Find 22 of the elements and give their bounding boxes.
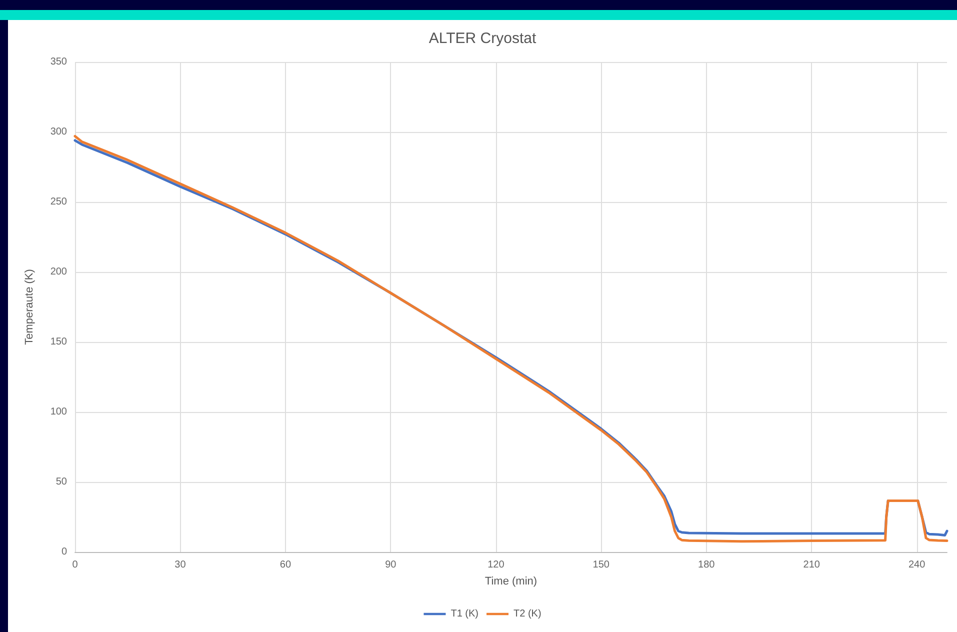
x-axis-title: Time (min) [484,576,538,588]
y-tick-label: 250 [50,196,68,208]
y-tick-label: 100 [50,406,68,418]
y-axis-title: Temperaute (K) [24,269,36,345]
y-tick-label: 200 [50,266,68,278]
y-tick-label: 350 [50,56,68,68]
y-tick-label: 0 [61,546,68,558]
x-tick-label: 90 [385,560,397,570]
y-tick-label: 150 [50,336,68,348]
x-tick-label: 0 [72,560,78,570]
x-tick-label: 30 [174,560,186,570]
y-tick-label: 50 [56,476,68,488]
legend-label: T1 (K) [450,608,479,620]
chart-title: ALTER Cryostat [428,30,537,47]
y-tick-label: 300 [50,126,68,138]
x-tick-label: 120 [488,560,505,570]
legend-label: T2 (K) [514,608,542,620]
x-tick-label: 60 [280,560,292,570]
x-tick-label: 210 [803,560,820,570]
x-tick-label: 240 [908,560,926,570]
x-tick-label: 180 [698,560,716,570]
x-tick-label: 150 [592,560,610,570]
